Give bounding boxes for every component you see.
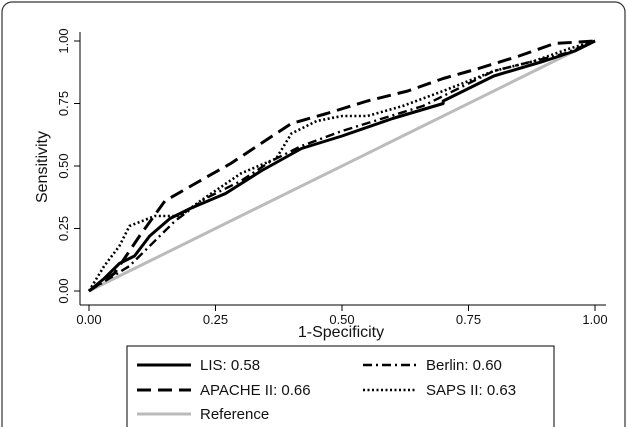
legend-label-lis: LIS: 0.58	[200, 357, 260, 374]
plot-area: 0.00 0.25 0.50 0.75 1.00 0.00 0.25 0.50 0.75 1.0…	[56, 28, 608, 327]
y-tick-label: 0.50	[56, 153, 71, 178]
x-axis-ticks: 0.00 0.25 0.50 0.75 1.00	[76, 305, 608, 327]
series-line-reference	[88, 39, 596, 293]
x-tick-label: 0.75	[456, 312, 481, 327]
legend: LIS: 0.58 Berlin: 0.60 APACHE II: 0.66 SAPS…	[126, 345, 555, 427]
x-tick-label: 0.50	[329, 312, 354, 327]
x-tick-label: 0.25	[203, 312, 228, 327]
series-line-saps-ii	[87, 39, 596, 292]
series-line-lis	[88, 39, 596, 293]
legend-label-reference: Reference	[200, 406, 269, 423]
legend-label-berlin: Berlin: 0.60	[426, 357, 502, 374]
legend-box	[126, 345, 555, 427]
series-line-apache-ii	[88, 39, 596, 293]
x-tick-label: 0.00	[76, 312, 101, 327]
y-tick-label: 0.25	[56, 216, 71, 241]
legend-label-apache-ii: APACHE II: 0.66	[200, 382, 311, 399]
x-axis-label: 1-Specificity	[298, 324, 384, 341]
y-tick-label: 1.00	[56, 28, 71, 53]
y-axis-ticks: 0.00 0.25 0.50 0.75 1.00	[56, 28, 80, 304]
y-axis-label: Sensitivity	[34, 131, 51, 203]
series-line-berlin	[88, 39, 596, 293]
legend-label-saps-ii: SAPS II: 0.63	[426, 382, 516, 399]
y-tick-label: 0.75	[56, 91, 71, 116]
x-tick-label: 1.00	[582, 312, 607, 327]
series-lines	[87, 39, 596, 293]
y-tick-label: 0.00	[56, 278, 71, 303]
